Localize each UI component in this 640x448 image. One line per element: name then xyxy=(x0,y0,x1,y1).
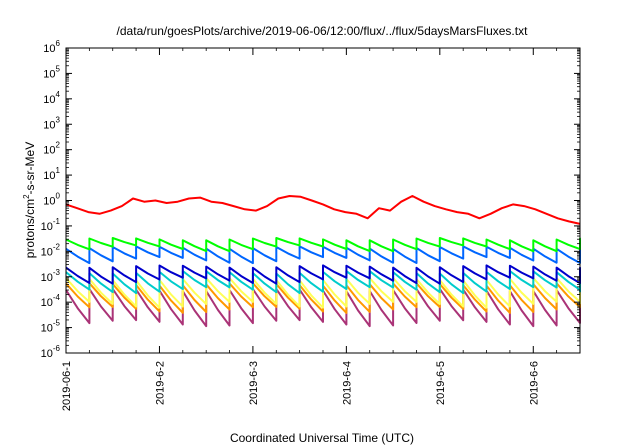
x-tick-label: 2019-6-4 xyxy=(341,361,353,405)
y-tick-label: 10-5 xyxy=(41,319,61,335)
y-tick-label: 104 xyxy=(43,90,60,106)
y-tick-exponent: -2 xyxy=(53,242,61,251)
y-tick-exponent: 1 xyxy=(56,166,61,175)
y-tick-label: 100 xyxy=(43,192,60,208)
x-tick-label: 2019-6-3 xyxy=(248,361,260,405)
chart-title: /data/run/goesPlots/archive/2019-06-06/1… xyxy=(117,24,529,38)
series-line xyxy=(65,195,581,225)
x-tick-label: 2019-6-2 xyxy=(154,361,166,405)
y-tick-label: 103 xyxy=(43,115,60,131)
x-tick-label: 2019-06-1 xyxy=(61,361,73,411)
y-axis-label-base: protons/cm xyxy=(23,199,37,258)
series-lines xyxy=(65,195,581,328)
series-line xyxy=(65,264,581,285)
y-tick-exponent: -5 xyxy=(53,319,61,328)
y-tick-label: 102 xyxy=(43,141,60,157)
y-tick-label: 10-4 xyxy=(41,293,61,309)
y-tick-label: 10-2 xyxy=(41,242,61,258)
y-tick-exponent: 4 xyxy=(56,90,61,99)
y-tick-exponent: 3 xyxy=(56,115,61,124)
y-tick-label: 10-1 xyxy=(41,217,61,233)
y-tick-exponent: 2 xyxy=(56,141,61,150)
series-line xyxy=(65,245,581,265)
y-axis-label: protons/cm2-s-sr-MeV xyxy=(22,142,37,258)
x-axis-label: Coordinated Universal Time (UTC) xyxy=(230,431,414,445)
y-tick-label: 105 xyxy=(43,64,60,80)
y-tick-label: 101 xyxy=(43,166,60,182)
y-tick-label: 10-6 xyxy=(41,344,61,360)
x-axis: 2019-06-1 2019-6-2 2019-6-3 2019-6-4 2019-6-… xyxy=(61,48,558,411)
x-tick-label: 2019-6-5 xyxy=(435,361,447,405)
y-tick-exponent: -6 xyxy=(53,344,61,353)
y-tick-exponent: 0 xyxy=(56,192,61,201)
y-tick-label: 106 xyxy=(43,39,60,55)
y-tick-exponent: -1 xyxy=(53,217,61,226)
x-tick-label: 2019-6-6 xyxy=(528,361,540,405)
y-tick-exponent: 5 xyxy=(56,64,61,73)
y-axis-label-sup: 2 xyxy=(22,194,31,199)
y-axis-label-rest: -s-sr-MeV xyxy=(23,142,37,195)
y-tick-exponent: 6 xyxy=(56,39,61,48)
y-tick-exponent: -4 xyxy=(53,293,61,302)
y-tick-exponent: -3 xyxy=(53,268,61,277)
y-tick-label: 10-3 xyxy=(41,268,61,284)
series-line xyxy=(65,237,581,253)
